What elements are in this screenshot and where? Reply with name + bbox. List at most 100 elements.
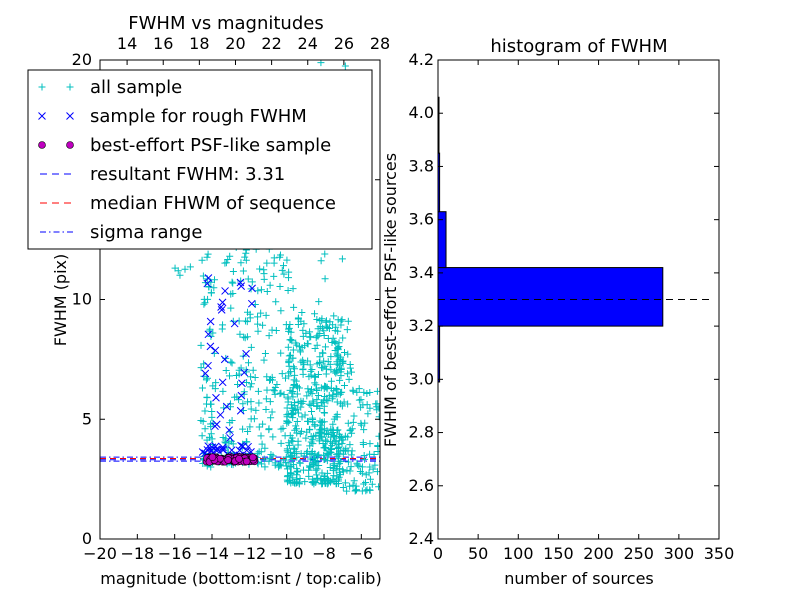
scatter-point (254, 387, 262, 395)
scatter-point (360, 480, 368, 488)
scatter-point (247, 398, 255, 406)
scatter-point (242, 438, 250, 446)
scatter-point (331, 438, 339, 446)
scatter-point (260, 356, 268, 364)
scatter-point (281, 374, 289, 382)
scatter-point (287, 328, 295, 336)
scatter-point (206, 317, 215, 326)
x-tick-label: 350 (704, 544, 735, 563)
scatter-point (339, 483, 347, 491)
scatter-point (249, 366, 257, 374)
scatter-point (248, 278, 256, 286)
histogram-bar (437, 267, 664, 327)
scatter-point (315, 461, 323, 469)
scatter-point (349, 387, 357, 395)
scatter-point (198, 256, 206, 264)
scatter-point (265, 457, 273, 465)
scatter-point (235, 455, 243, 463)
scatter-point (306, 425, 314, 433)
scatter-point (296, 459, 304, 467)
scatter-point (201, 425, 209, 433)
scatter-point (292, 339, 300, 347)
scatter-point (348, 429, 356, 437)
scatter-point (225, 439, 233, 447)
scatter-point (332, 369, 340, 377)
scatter-point (186, 263, 194, 271)
scatter-point (306, 333, 314, 341)
y-tick-label: 3.6 (409, 210, 434, 229)
scatter-point (270, 387, 278, 395)
scatter-point (262, 395, 270, 403)
scatter-point (207, 430, 215, 438)
scatter-point (289, 393, 297, 401)
scatter-point (261, 444, 269, 452)
scatter-point (307, 371, 315, 379)
scatter-point (308, 478, 316, 486)
scatter-point (290, 303, 298, 311)
scatter-point (234, 381, 242, 389)
scatter-point (248, 284, 256, 293)
top-tick-label: 26 (334, 34, 354, 53)
left-plot-marks (100, 60, 380, 495)
scatter-point (331, 368, 339, 376)
scatter-point (293, 468, 301, 476)
scatter-point (280, 270, 288, 278)
scatter-point (313, 315, 321, 323)
scatter-point (343, 487, 351, 495)
scatter-point (333, 450, 341, 458)
x-tick-label: −12 (232, 544, 266, 563)
scatter-point (203, 253, 211, 261)
right-y-axis-label: FWHM of best-effort PSF-like sources (381, 153, 400, 447)
scatter-point (242, 249, 250, 257)
scatter-point (265, 426, 273, 434)
scatter-point (350, 477, 358, 485)
scatter-point (314, 392, 322, 400)
scatter-point (339, 334, 347, 342)
scatter-point (322, 382, 330, 390)
scatter-point (237, 259, 245, 267)
x-tick-label: −20 (83, 544, 117, 563)
scatter-point (362, 478, 370, 486)
x-tick-label: −6 (350, 544, 374, 563)
scatter-point (207, 423, 215, 431)
scatter-point (221, 287, 229, 295)
scatter-point (315, 298, 323, 306)
scatter-point (335, 440, 343, 448)
scatter-point (325, 391, 333, 399)
scatter-point (320, 430, 328, 438)
top-tick-label: 18 (189, 34, 209, 53)
scatter-point (322, 365, 330, 373)
scatter-point (181, 265, 189, 273)
scatter-point (331, 346, 339, 354)
scatter-point (257, 432, 265, 440)
scatter-point (263, 259, 271, 267)
scatter-point (338, 402, 346, 410)
scatter-point (233, 371, 241, 379)
scatter-point (284, 287, 292, 295)
scatter-point (236, 406, 245, 415)
scatter-point (240, 333, 248, 341)
scatter-point (323, 457, 331, 465)
scatter-point (268, 376, 276, 384)
scatter-point (197, 416, 205, 424)
x-tick-label: 0 (433, 544, 443, 563)
scatter-point (285, 356, 293, 364)
scatter-point (248, 380, 256, 388)
scatter-point (287, 351, 294, 359)
scatter-point (369, 465, 377, 473)
scatter-point (304, 385, 312, 393)
scatter-point (240, 368, 249, 377)
scatter-point (201, 369, 210, 378)
scatter-point (345, 375, 353, 383)
scatter-point (306, 361, 314, 369)
scatter-point (358, 463, 366, 471)
scatter-point (294, 398, 302, 406)
y-tick-label: 3.2 (409, 316, 434, 335)
scatter-point (204, 330, 213, 339)
scatter-point (229, 267, 237, 275)
scatter-point (255, 423, 263, 431)
scatter-point (208, 435, 216, 443)
scatter-point (332, 323, 340, 331)
legend-item: best-effort PSF-like sample (38, 135, 331, 156)
scatter-point (285, 418, 293, 426)
